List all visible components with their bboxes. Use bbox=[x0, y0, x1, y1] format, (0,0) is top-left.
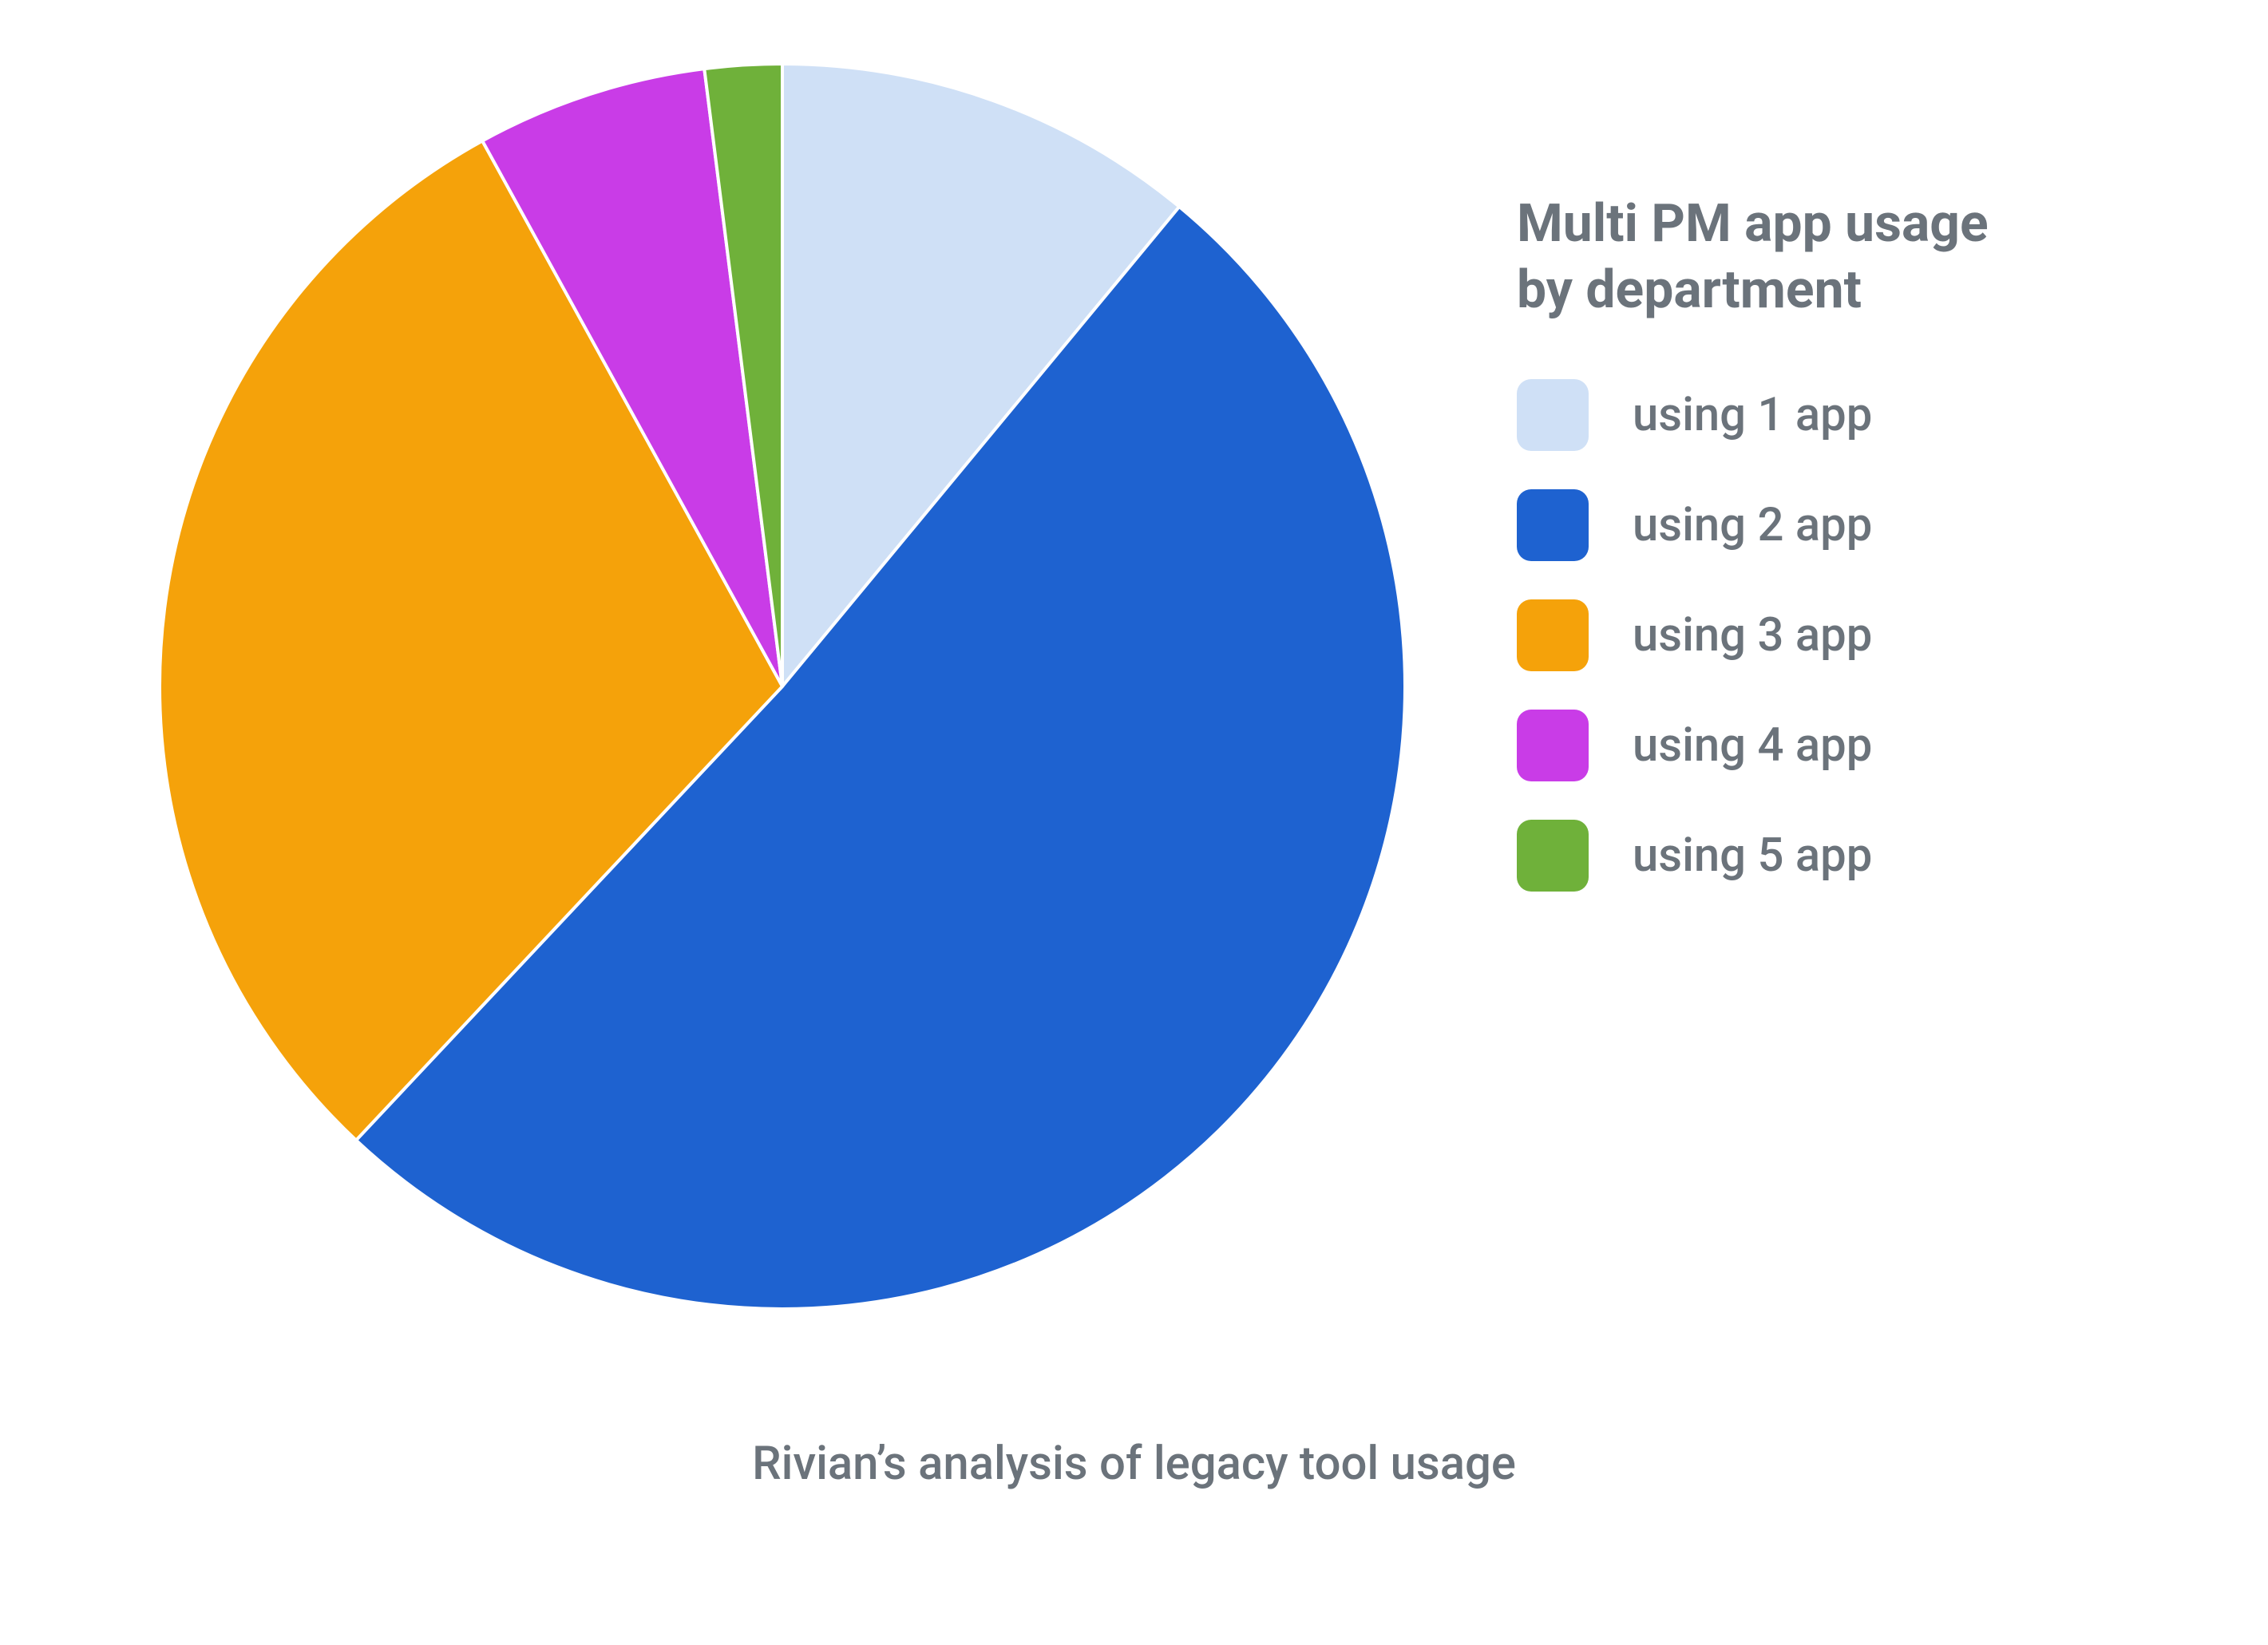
legend-swatch bbox=[1517, 599, 1589, 671]
legend-swatch bbox=[1517, 379, 1589, 451]
legend-label: using 1 app bbox=[1633, 388, 1872, 442]
legend-label: using 5 app bbox=[1633, 828, 1872, 883]
legend-label: using 3 app bbox=[1633, 608, 1872, 662]
legend-item: using 3 app bbox=[1517, 599, 1989, 671]
pie-svg bbox=[144, 48, 1421, 1325]
legend-item: using 1 app bbox=[1517, 379, 1989, 451]
chart-caption: Rivian’s analysis of legacy tool usage bbox=[0, 1437, 2268, 1491]
legend-items: using 1 app using 2 app using 3 app using 4… bbox=[1517, 379, 1989, 892]
legend-label: using 2 app bbox=[1633, 498, 1872, 552]
legend-item: using 5 app bbox=[1517, 820, 1989, 892]
legend-label: using 4 app bbox=[1633, 718, 1872, 773]
pie-chart bbox=[144, 48, 1421, 1325]
legend-swatch bbox=[1517, 489, 1589, 561]
legend: Multi PM app usage by department using 1… bbox=[1517, 192, 1989, 930]
legend-swatch bbox=[1517, 710, 1589, 781]
legend-title: Multi PM app usage by department bbox=[1517, 192, 1989, 323]
legend-item: using 4 app bbox=[1517, 710, 1989, 781]
legend-swatch bbox=[1517, 820, 1589, 892]
legend-item: using 2 app bbox=[1517, 489, 1989, 561]
